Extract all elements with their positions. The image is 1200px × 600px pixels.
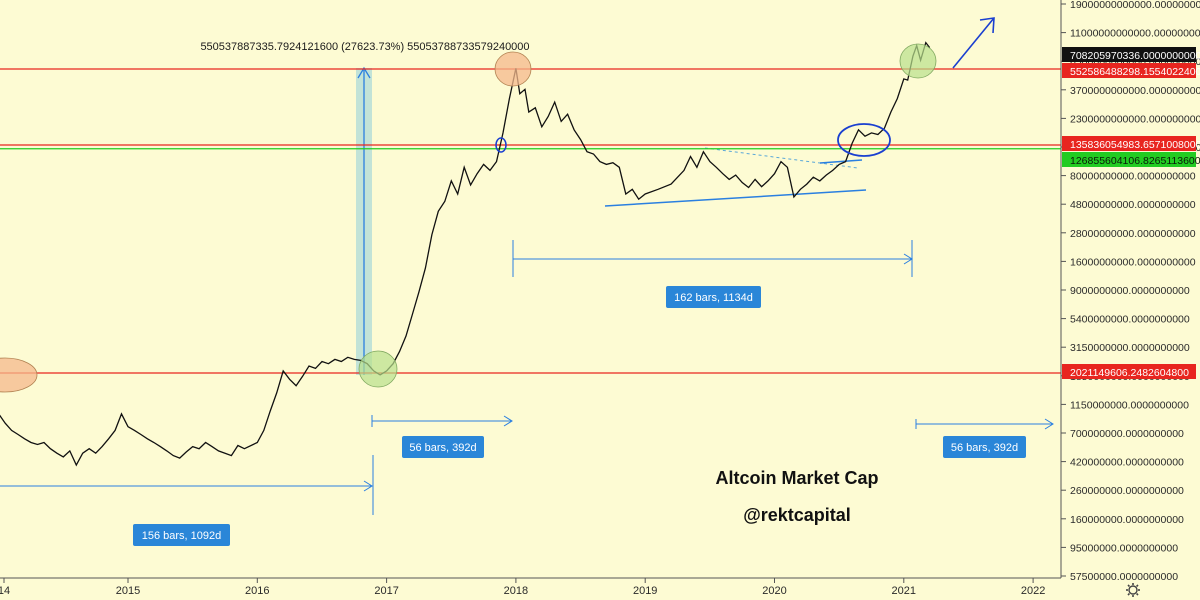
altcoin-cap-series-line: [0, 41, 931, 467]
range-arrow-2-head: [503, 415, 513, 427]
settings-gear-icon[interactable]: [1126, 583, 1140, 597]
price-tag-bg: [1062, 152, 1196, 167]
price-axis-tick-label: 57500000.0000000000: [1070, 571, 1178, 583]
price-tag-bg: [1062, 136, 1196, 151]
time-axis-tick-label: 2022: [1021, 585, 1045, 597]
retest-circle-2017: [495, 137, 507, 153]
time-axis-tick-label: 2018: [504, 585, 528, 597]
time-axis-tick-label: 2017: [374, 585, 398, 597]
price-tag-bg: [1062, 364, 1196, 379]
measure-box-2-label: 56 bars, 392d: [409, 442, 476, 454]
measure-box-4: 56 bars, 392d: [943, 436, 1026, 458]
price-axis-tick-label: 3700000000000.0000000000: [1070, 85, 1200, 97]
price-axis-tick-label: 3150000000.0000000000: [1070, 342, 1190, 354]
measure-box-3: 162 bars, 1134d: [666, 286, 761, 308]
price-axis-tick-label: 700000000.0000000000: [1070, 428, 1184, 440]
highlight-layer: [0, 43, 937, 393]
price-axis-tick-label: 5400000000.0000000000: [1070, 314, 1190, 326]
retest-circle-2020: [837, 123, 891, 157]
price-axis-tick-label: 11000000000000.0000000000: [1070, 28, 1200, 40]
price-axis-tick-label: 28000000000.0000000000: [1070, 228, 1196, 240]
dashed-trendline: [704, 147, 859, 169]
price-tag-bg: [1062, 63, 1196, 78]
price-axis-tick-label: 95000000.0000000000: [1070, 542, 1178, 554]
time-axis-tick-label: 2021: [892, 585, 916, 597]
breakout-line: [819, 159, 863, 164]
range-arrow-1-head: [363, 480, 373, 492]
price-axis-tick-label: 420000000.0000000000: [1070, 457, 1184, 469]
measure-box-3-label: 162 bars, 1134d: [674, 292, 753, 304]
measure-box-1-label: 156 bars, 1092d: [142, 530, 222, 542]
measure-box-1: 156 bars, 1092d: [133, 524, 230, 546]
price-axis-tick-label: 2300000000000.0000000000: [1070, 113, 1200, 125]
price-range-arrowhead: [357, 66, 371, 79]
chart-title: Altcoin Market Cap: [715, 468, 878, 488]
price-tag-label: 126855604106.8265113600: [1070, 155, 1200, 167]
price-range-annotation: 55053788733​5.7924121600 (27623.73%) 550…: [200, 41, 529, 53]
price-axis-background: [1061, 0, 1200, 578]
price-axis-tick-label: 1150000000.0000000000: [1070, 399, 1189, 411]
time-axis[interactable]: 14 2015 2016 2017 2018 2019 2020 2021 2022: [0, 578, 1045, 597]
price-axis-tick-label: 260000000.0000000000: [1070, 485, 1184, 497]
price-tag-label: 708205970336.0000000000: [1070, 50, 1200, 62]
price-axis[interactable]: 19000000000000.0000000000 11000000000000.…: [1061, 0, 1200, 583]
support-trendline: [604, 189, 867, 207]
highlight-ellipse-2017: [358, 350, 398, 388]
price-tag-label: 2021149606.2482604800: [1070, 367, 1189, 379]
time-axis-tick-label: 14: [0, 585, 10, 597]
price-axis-tick-label: 80000000000.0000000000: [1070, 171, 1196, 183]
highlight-ellipse-2018: [494, 51, 532, 87]
projection-arrowhead: [979, 17, 995, 34]
price-axis-tick-label: 9000000000.0000000000: [1070, 285, 1190, 297]
highlight-ellipse-2021: [899, 43, 937, 79]
time-axis-tick-label: 2015: [116, 585, 140, 597]
measure-box-4-label: 56 bars, 392d: [951, 442, 1018, 454]
time-axis-tick-label: 2016: [245, 585, 269, 597]
price-axis-tick-label: 19000000000000.0000000000: [1070, 0, 1200, 11]
price-axis-tick-label: 160000000.0000000000: [1070, 514, 1184, 526]
range-arrow-4-head: [1044, 418, 1054, 430]
projection-arrow: [952, 17, 995, 69]
time-axis-tick-label: 2019: [633, 585, 657, 597]
measure-box-2: 56 bars, 392d: [402, 436, 484, 458]
highlight-ellipse-2014: [0, 357, 38, 393]
price-tag-label: 135836054983.6571008000: [1070, 139, 1200, 151]
price-axis-tick-label: 48000000000.0000000000: [1070, 199, 1196, 211]
time-axis-tick-label: 2020: [762, 585, 786, 597]
price-axis-tick-label: 16000000000.0000000000: [1070, 256, 1196, 268]
chart-subtitle: @rektcapital: [743, 505, 851, 525]
price-tag-label: 552586488298.1554022400: [1070, 66, 1200, 78]
range-arrow-3-head: [903, 253, 913, 265]
price-tags: 708205970336.0000000000 552586488298.1554…: [1062, 47, 1200, 379]
price-tag-bg: [1062, 47, 1196, 62]
